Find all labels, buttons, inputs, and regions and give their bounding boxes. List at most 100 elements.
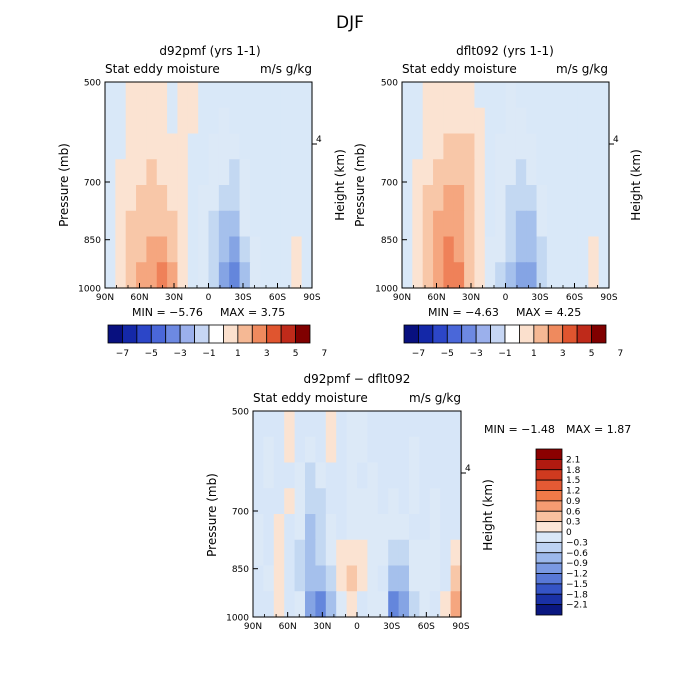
contour-cell — [484, 262, 496, 289]
contour-cell — [443, 185, 455, 212]
contour-cell — [253, 436, 264, 464]
contour-cell — [474, 107, 486, 135]
contour-cell — [105, 236, 116, 263]
colorbar-swatch — [136, 324, 152, 344]
colorbar-label: −1 — [202, 349, 215, 359]
contour-cell — [515, 82, 527, 109]
contour-cell — [453, 262, 465, 289]
colorbar-label: −7 — [412, 349, 425, 359]
contour-cell — [315, 539, 327, 567]
contour-cell — [409, 565, 420, 592]
contour-cell — [273, 565, 285, 592]
colorbar-swatch — [266, 324, 282, 344]
contour-cell — [536, 82, 548, 109]
contour-cell — [588, 236, 600, 263]
contour-cell — [208, 82, 220, 109]
contour-cell — [249, 133, 261, 160]
contour-cell — [105, 262, 116, 289]
contour-cell — [291, 107, 303, 135]
contour-cell — [315, 411, 327, 438]
contour-cell — [263, 591, 275, 618]
contour-cell — [187, 262, 199, 289]
contour-cell — [218, 210, 230, 238]
y-right-tick-label: 4 — [316, 135, 322, 145]
contour-cell — [273, 488, 285, 515]
contour-cell — [567, 210, 579, 238]
contour-cell — [249, 107, 261, 135]
contour-cell — [440, 539, 452, 567]
contour-cell — [557, 262, 569, 289]
colorbar-swatch — [535, 541, 563, 554]
contour-cell — [284, 514, 296, 541]
contour-cell — [515, 210, 527, 238]
contour-cell — [402, 262, 413, 289]
contour-cell — [412, 107, 424, 135]
contour-cell — [495, 133, 507, 160]
x-tick-label: 30S — [383, 622, 400, 632]
contour-cell — [419, 539, 431, 567]
contour-cell — [367, 436, 379, 464]
contour-cell — [294, 591, 306, 618]
contour-cell — [253, 514, 264, 541]
panel-title: d92pmf (yrs 1-1) — [159, 44, 260, 58]
colorbar-swatch — [418, 324, 434, 344]
colorbar-swatch — [535, 479, 563, 491]
contour-cell — [398, 514, 410, 541]
x-tick-label: 0 — [206, 293, 212, 303]
contour-cell — [315, 436, 327, 464]
contour-cell — [557, 185, 569, 212]
contour-cell — [253, 539, 264, 567]
contour-cell — [588, 262, 600, 289]
y-tick-label: 850 — [381, 236, 398, 246]
contour-cell — [557, 133, 569, 160]
colorbar-swatch — [194, 324, 210, 344]
contour-cell — [505, 82, 517, 109]
contour-cell — [291, 236, 303, 263]
contour-cell — [125, 159, 137, 186]
contour-cell — [273, 591, 285, 618]
contour-cell — [249, 185, 261, 212]
contour-cell — [291, 262, 303, 289]
contour-cell — [253, 488, 264, 515]
contour-cell — [136, 82, 147, 109]
contour-cell — [409, 539, 420, 567]
contour-cell — [443, 133, 455, 160]
colorbar-label: 5 — [589, 349, 595, 359]
contour-cell — [422, 185, 434, 212]
contour-cell — [429, 488, 441, 515]
x-tick-label: 90N — [244, 622, 262, 632]
contour-cell — [263, 565, 275, 592]
contour-cell — [440, 488, 452, 515]
contour-cell — [136, 107, 147, 135]
contour-cell — [409, 462, 420, 489]
contour-cell — [402, 185, 413, 212]
contour-cell — [301, 236, 313, 263]
contour-cell — [588, 107, 600, 135]
contour-cell — [577, 185, 589, 212]
contour-cell — [156, 210, 168, 238]
contour-cell — [388, 462, 400, 489]
contour-cell — [239, 210, 251, 238]
contour-cell — [263, 436, 275, 464]
contour-cell — [336, 591, 348, 618]
contour-cell — [419, 591, 431, 618]
contour-cell — [198, 107, 210, 135]
colorbar-swatch — [535, 604, 563, 616]
x-tick-label: 30N — [313, 622, 331, 632]
contour-cell — [336, 514, 348, 541]
contour-cell — [115, 236, 127, 263]
contour-cell — [515, 133, 527, 160]
contour-cell — [505, 133, 517, 160]
contour-cell — [273, 462, 285, 489]
contour-cell — [567, 107, 579, 135]
contour-cell — [105, 185, 116, 212]
contour-cell — [156, 133, 168, 160]
contour-cell — [315, 462, 327, 489]
contour-cell — [239, 133, 251, 160]
contour-cell — [294, 462, 306, 489]
contour-cell — [474, 133, 486, 160]
contour-cell — [388, 488, 400, 515]
contour-cell — [270, 133, 282, 160]
contour-cell — [198, 82, 210, 109]
contour-cell — [305, 539, 316, 567]
